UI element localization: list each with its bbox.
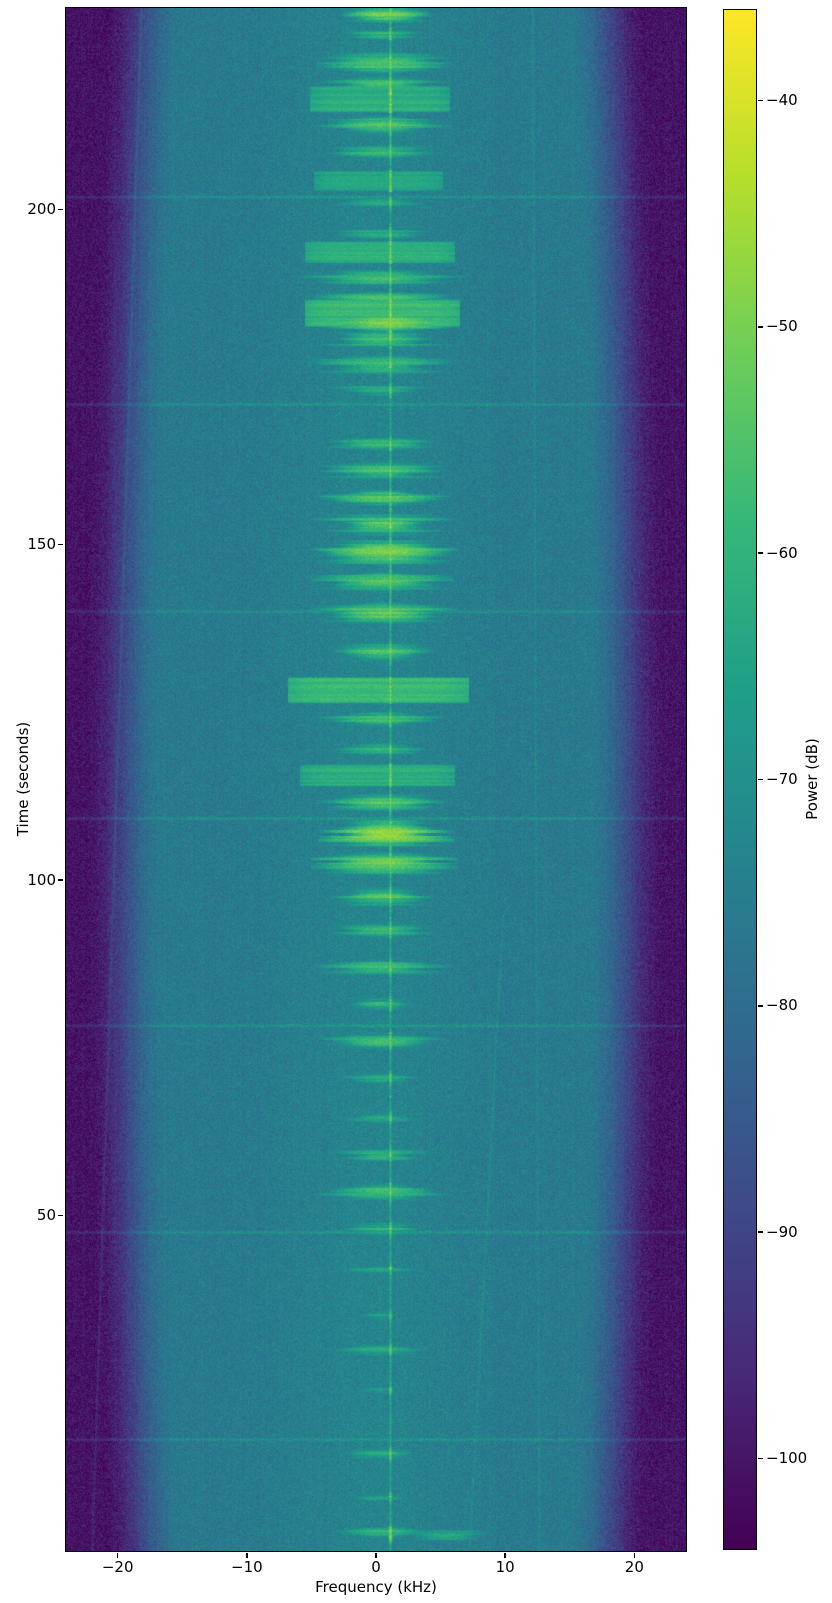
colorbar-tick-mark bbox=[757, 99, 763, 102]
x-tick-mark bbox=[504, 1552, 506, 1558]
y-tick-label: 50 bbox=[36, 1206, 56, 1225]
colorbar-gradient bbox=[723, 9, 756, 1549]
colorbar-tick-label: −40 bbox=[766, 91, 798, 110]
plot-area bbox=[64, 6, 687, 1552]
colorbar-tick-label: −60 bbox=[766, 543, 798, 562]
colorbar-tick-label: −70 bbox=[766, 770, 798, 788]
colorbar-tick-label: −90 bbox=[766, 1222, 798, 1241]
colorbar-tick-label: −80 bbox=[766, 996, 798, 1015]
x-tick-mark bbox=[116, 1552, 119, 1558]
colorbar-tick-label: −50 bbox=[766, 317, 798, 336]
colorbar-tick-mark bbox=[757, 778, 763, 781]
spectrogram-canvas bbox=[65, 7, 686, 1551]
y-tick-label: 100 bbox=[27, 870, 56, 889]
x-tick-label: −20 bbox=[101, 1558, 134, 1576]
y-axis-label: Time (seconds) bbox=[14, 721, 32, 837]
x-axis-label: Frequency (kHz) bbox=[315, 1578, 437, 1596]
y-tick-mark bbox=[58, 879, 63, 881]
colorbar bbox=[722, 8, 757, 1550]
x-tick-label: 0 bbox=[371, 1558, 381, 1576]
x-tick-label: 10 bbox=[495, 1558, 515, 1576]
x-tick-mark bbox=[246, 1552, 248, 1558]
colorbar-axis-label: Power (dB) bbox=[803, 738, 821, 820]
colorbar-tick-mark bbox=[757, 1457, 763, 1460]
y-tick-mark bbox=[58, 543, 63, 546]
y-tick-mark bbox=[58, 1214, 63, 1217]
x-tick-mark bbox=[375, 1552, 377, 1558]
colorbar-tick-mark bbox=[757, 1231, 763, 1233]
x-tick-mark bbox=[633, 1552, 636, 1558]
x-tick-label: 20 bbox=[624, 1558, 644, 1576]
x-tick-label: −10 bbox=[231, 1558, 263, 1576]
colorbar-tick-label: −100 bbox=[766, 1448, 808, 1467]
colorbar-tick-mark bbox=[757, 1005, 763, 1007]
y-tick-label: 200 bbox=[27, 199, 56, 218]
colorbar-tick-mark bbox=[757, 326, 763, 328]
y-tick-mark bbox=[58, 208, 63, 210]
colorbar-tick-mark bbox=[757, 552, 763, 554]
y-tick-label: 150 bbox=[27, 535, 56, 554]
